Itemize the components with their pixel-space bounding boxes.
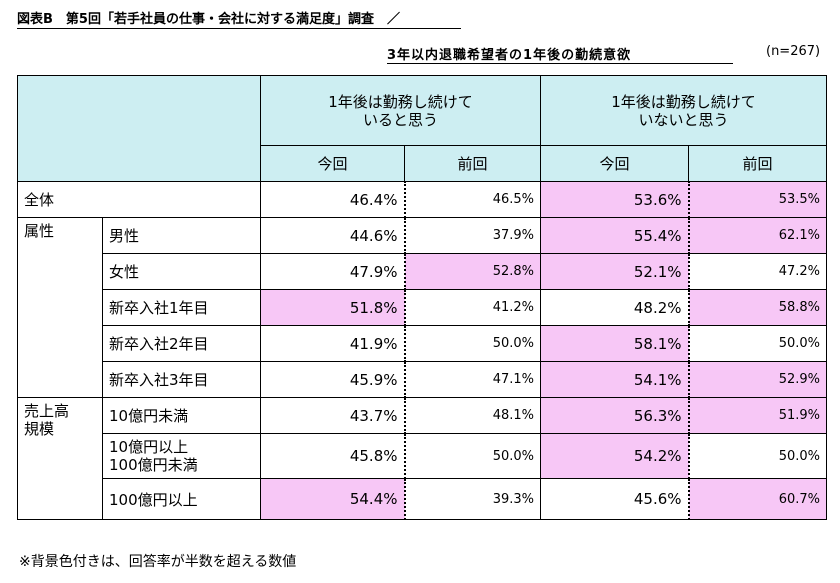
value-cell: 50.0% [688,325,828,362]
value-cell: 47.2% [688,253,828,290]
value-cell: 47.1% [403,361,542,398]
row-label: 新卒入社3年目 [102,361,261,398]
value-cell: 52.1% [540,253,690,290]
value-cell: 44.6% [260,217,406,254]
row-label: 10億円未満 [102,397,261,434]
value-cell: 56.3% [540,397,690,434]
table-row: 10億円以上 100億円未満 45.8% 50.0% 54.2% 50.0% [18,433,828,479]
row-label: 女性 [102,253,261,290]
value-cell: 41.9% [260,325,406,362]
header-previous-1: 前回 [403,145,542,182]
value-cell: 39.3% [403,478,542,520]
table-row: 属性 男性 44.6% 37.9% 55.4% 62.1% [17,217,828,398]
value-cell: 51.9% [688,397,828,434]
header-group-not-continue-label: 1年後は勤務し続けて いないと思う [611,92,756,129]
value-cell: 46.5% [403,181,542,218]
title-underline [17,28,461,29]
value-cell: 52.9% [688,361,828,398]
value-cell: 51.8% [260,289,406,326]
value-cell: 37.9% [403,217,542,254]
value-cell: 46.4% [260,181,406,218]
header-group-continue-label: 1年後は勤務し続けて いると思う [328,92,473,129]
table-subtitle: 3年以内退職希望者の1年後の勤続意欲 [387,48,632,63]
header-group-not-continue: 1年後は勤務し続けて いないと思う [540,75,828,146]
header-previous-2: 前回 [688,145,828,182]
value-cell: 45.6% [540,478,690,520]
row-label-total: 全体 [17,181,261,218]
value-cell: 54.1% [540,361,690,398]
row-label-text: 10億円以上 100億円未満 [109,438,198,474]
table-row: 100億円以上 54.4% 39.3% 45.6% 60.7% [18,478,828,520]
row-label: 新卒入社2年目 [102,325,261,362]
sample-size-label: (n=267) [766,44,821,59]
footnote: ※背景色付きは、回答率が半数を超える数値 [19,554,297,570]
category-revenue-scale-label: 売上高 規模 [24,402,70,438]
value-cell: 62.1% [688,217,828,254]
row-label: 100億円以上 [102,478,261,520]
value-cell: 43.7% [260,397,406,434]
value-cell: 60.7% [688,478,828,520]
value-cell: 55.4% [540,217,690,254]
value-cell: 58.8% [688,289,828,326]
table-row: 女性 47.9% 52.8% 52.1% 47.2% [18,253,828,290]
value-cell: 53.6% [540,181,690,218]
value-cell: 50.0% [403,325,542,362]
header-group-continue: 1年後は勤務し続けて いると思う [259,75,542,146]
table-row: 新卒入社3年目 45.9% 47.1% 54.1% 52.9% [18,361,828,398]
table-row: 売上高 規模 10億円未満 43.7% 48.1% 56.3% 51.9% [17,397,828,520]
value-cell: 45.9% [260,361,406,398]
row-label: 10億円以上 100億円未満 [102,433,261,479]
value-cell: 47.9% [260,253,406,290]
category-attribute: 属性 [17,217,103,398]
value-cell: 53.5% [688,181,828,218]
header-current-1: 今回 [260,145,405,182]
header-sub-row: 今回 前回 今回 前回 [18,145,828,182]
header-corner-cell [17,75,261,182]
value-cell: 48.2% [540,289,690,326]
table-row: 新卒入社1年目 51.8% 41.2% 48.2% 58.8% [18,289,828,326]
value-cell: 58.1% [540,325,690,362]
value-cell: 48.1% [403,397,542,434]
value-cell: 45.8% [260,433,406,479]
chart-title: 図表B 第5回「若手社員の仕事・会社に対する満足度」調査 ／ [17,12,400,27]
table-row: 全体 46.4% 46.5% 53.6% 53.5% [17,181,828,218]
results-table: 1年後は勤務し続けて いると思う 1年後は勤務し続けて いないと思う 今回 前回… [17,75,828,520]
value-cell: 54.2% [540,433,690,479]
value-cell: 54.4% [260,478,406,520]
value-cell: 41.2% [403,289,542,326]
row-label: 新卒入社1年目 [102,289,261,326]
subtitle-underline [387,63,733,64]
table-row: 新卒入社2年目 41.9% 50.0% 58.1% 50.0% [18,325,828,362]
header-group-row: 1年後は勤務し続けて いると思う 1年後は勤務し続けて いないと思う [17,75,828,182]
value-cell: 50.0% [403,433,542,479]
header-current-2: 今回 [540,145,690,182]
category-revenue-scale: 売上高 規模 [17,397,103,520]
row-label: 男性 [102,217,261,254]
value-cell: 50.0% [688,433,828,479]
value-cell: 52.8% [403,253,542,290]
